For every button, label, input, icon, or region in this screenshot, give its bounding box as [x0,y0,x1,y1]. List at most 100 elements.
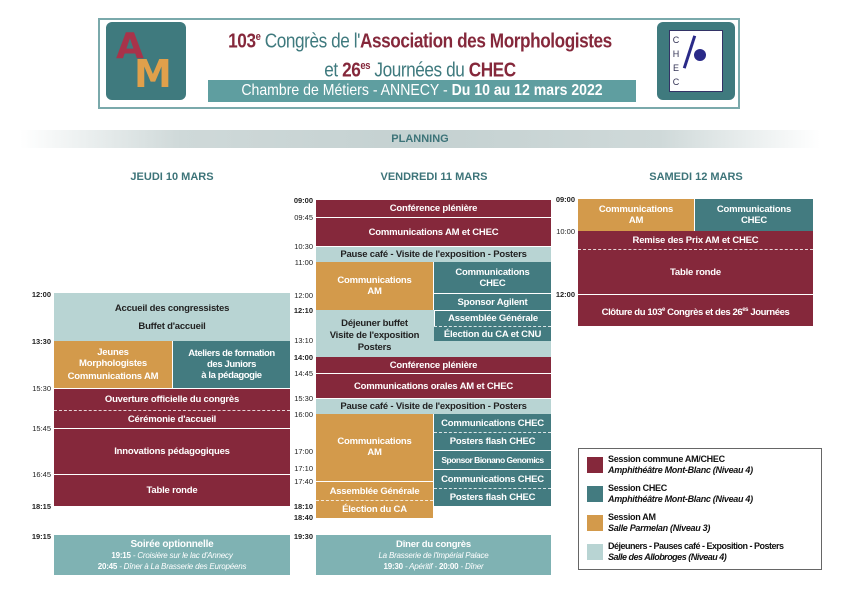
time-label: 15:45 [32,424,51,433]
session-title: Journées [748,307,790,319]
session-communications-orales: Communications orales AM et CHEC [316,373,551,398]
session-remise-prix: Remise des Prix AM et CHEC [578,231,813,249]
legend-swatch-am [587,515,603,531]
session-title: Buffet d'accueil [138,320,206,332]
session-ceremonie: Cérémonie d'accueil [54,410,290,428]
session-pleniere: Conférence plénière [316,357,551,373]
session-title: Communications [337,275,412,286]
time-label: 14:00 [293,353,313,362]
session-diner: Dîner du congrès La Brasserie de l'Impér… [316,535,551,575]
session-innovations: Innovations pédagogiques [54,428,290,474]
legend-place: Salle Parmelan (Niveau 3) [608,523,711,533]
session-title: Communications [716,204,792,215]
day-title-vendredi: VENDREDI 11 MARS [380,171,488,183]
activity: - Dîner [458,561,484,571]
legend-item: Déjeuners - Pauses café - Exposition - P… [608,541,784,563]
header-banner: A M 103e Congrès de l'Association des Mo… [98,18,740,109]
sup: es [742,307,749,313]
congress-title: 103e Congrès de l'Association des Morpho… [228,25,612,82]
legend-place: Amphithéâtre Mont-Blanc (Niveau 4) [608,465,753,475]
time-label: 12:00 [294,291,313,300]
planning-bar: PLANNING [20,130,820,148]
day-title-samedi: SAMEDI 12 MARS [649,171,743,183]
legend-place: Amphithéâtre Mont-Blanc (Niveau 4) [608,494,753,504]
time: 19:30 [383,561,403,571]
session-posters-flash: Posters flash CHEC [434,488,551,506]
session-title: CHEC [479,277,506,289]
session-pleniere: Conférence plénière [316,200,551,217]
time-label: 16:00 [294,410,313,419]
session-title: Congrès et des 26 [664,307,743,319]
session-communications-am-chec: Communications AM et CHEC [316,217,551,246]
title-part: Journées du [370,59,469,82]
session-communications-am: Communications AM [578,199,694,231]
time: 19:15 [111,550,131,560]
session-title: des Juniors [207,359,256,370]
legend-title: Session commune AM/CHEC [608,454,725,464]
time-label: 18:10 [293,502,313,511]
legend-title: Session CHEC [608,483,667,493]
time-label: 09:00 [293,196,313,205]
time-label: 15:30 [32,384,51,393]
legend-swatch-pause [587,544,603,560]
title-sup: e [255,31,261,43]
session-title: Dîner du congrès [396,538,471,550]
legend-item: Session AM Salle Parmelan (Niveau 3) [608,512,710,534]
title-part: Congrès de l' [260,30,361,53]
title-sup: es [360,59,371,72]
session-communications-chec: Communications CHEC [695,199,813,231]
session-title: Ateliers de formation [188,348,275,359]
legend-place: Salle des Allobroges (Niveau 4) [608,552,727,562]
session-title: Communications AM [67,371,159,382]
session-ateliers: Ateliers de formation des Juniors à la péd… [173,341,290,388]
time-label: 17:40 [294,477,313,486]
time-label: 12:10 [293,306,313,315]
session-assemblee-generale: Assemblée Générale [434,310,551,326]
session-communications-chec: Communications CHEC [434,414,551,432]
session-table-ronde: Table ronde [578,249,813,294]
session-title: à la pédagogie [201,370,262,381]
legend-title: Déjeuners - Pauses café - Exposition - P… [608,541,784,551]
time-label: 13:30 [31,337,51,346]
session-title: Communications [598,204,674,215]
day-title-jeudi: JEUDI 10 MARS [130,171,214,183]
time-label: 12:00 [555,290,575,299]
legend-swatch-commune [587,457,603,473]
session-title: Clôture du 103 [601,307,663,319]
time-label: 19:30 [293,532,313,541]
session-title: Visite de l'exposition [329,330,420,341]
time-label: 18:40 [293,513,313,522]
legend: Session commune AM/CHEC Amphithéâtre Mont… [578,448,822,570]
session-posters-flash: Posters flash CHEC [434,432,551,450]
session-pause: Pause café - Visite de l'exposition - Po… [316,246,551,262]
time-label: 18:15 [31,502,51,511]
time-label: 10:00 [556,227,575,236]
session-title: AM [367,286,382,297]
time-label: 11:00 [294,258,313,267]
session-sponsor-bionano: Sponsor Bionano Genomics [434,450,551,469]
session-title: Communications [337,436,412,447]
time-label: 17:10 [294,464,313,473]
time: 20:45 [97,561,118,571]
venue: Chambre de Métiers - ANNECY - [241,82,452,99]
time-label: 12:00 [31,290,51,299]
time-label: 13:10 [294,336,313,345]
session-jeunes-morphologistes: Jeunes Morphologistes Communications AM [54,341,172,388]
title-number: 103 [228,30,256,53]
legend-item: Session commune AM/CHEC Amphithéâtre Mont… [608,454,753,476]
legend-item: Session CHEC Amphithéâtre Mont-Blanc (Niv… [608,483,753,505]
session-table-ronde: Table ronde [54,474,290,506]
time-label: 17:00 [294,447,313,456]
session-title: Soirée optionnelle [130,538,214,550]
activity: - Croisière sur le lac d'Annecy [130,550,233,560]
session-cloture: Clôture du 103e Congrès et des 26es Jour… [578,294,813,326]
title-association: Association des Morphologistes [359,30,612,53]
time-label: 10:30 [294,242,313,251]
location: La Brasserie de l'Impérial Palace [378,550,489,560]
session-pause: Pause café - Visite de l'exposition - Po… [316,398,551,414]
session-title: Posters [357,342,392,353]
time-label: 14:45 [294,369,313,378]
session-election-ca-cnu: Élection du CA et CNU [434,326,551,341]
session-communications-chec: Communications CHEC [434,469,551,488]
title-chec: CHEC [468,59,516,82]
